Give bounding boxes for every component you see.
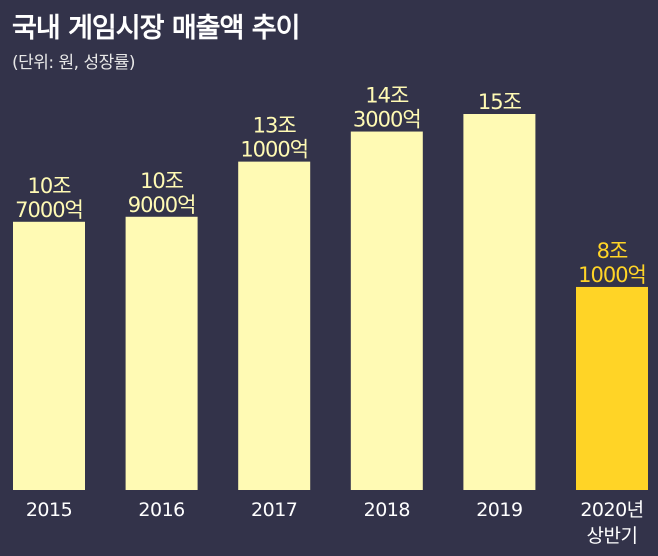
value-label-0: 10조 7000억 bbox=[15, 174, 83, 222]
x-tick-label-line: 2020년 bbox=[580, 499, 643, 521]
value-label-line: 9000억 bbox=[128, 193, 196, 217]
x-tick-label-2: 2017 bbox=[251, 499, 297, 521]
x-tick-label-line: 상반기 bbox=[587, 525, 638, 547]
bar-3 bbox=[350, 131, 423, 490]
value-label-line: 8조 bbox=[597, 239, 628, 263]
x-tick-label-line: 2016 bbox=[138, 499, 184, 521]
bar-1 bbox=[125, 216, 198, 491]
x-tick-label-line: 2017 bbox=[251, 499, 297, 521]
value-label-line: 1000억 bbox=[578, 263, 646, 287]
bar-2 bbox=[238, 161, 311, 491]
value-label-line: 15조 bbox=[478, 90, 522, 114]
value-label-2: 13조 1000억 bbox=[240, 114, 308, 162]
value-label-line: 10조 bbox=[27, 174, 71, 198]
x-tick-label-3: 2018 bbox=[364, 499, 410, 521]
bar-5 bbox=[576, 286, 648, 490]
x-tick-label-line: 2018 bbox=[364, 499, 410, 521]
chart-subtitle: (단위: 원, 성장률) bbox=[12, 53, 136, 73]
value-label-line: 1000억 bbox=[240, 138, 308, 162]
x-tick-label-0: 2015 bbox=[26, 499, 72, 521]
x-tick-label-4: 2019 bbox=[476, 499, 522, 521]
x-tick-label-line: 2019 bbox=[476, 499, 522, 521]
value-label-line: 13조 bbox=[253, 114, 297, 138]
value-label-line: 14조 bbox=[365, 84, 409, 108]
value-label-line: 3000억 bbox=[353, 108, 421, 132]
x-tick-label-line: 2015 bbox=[26, 499, 72, 521]
chart-title: 국내 게임시장 매출액 추이 bbox=[12, 13, 300, 44]
bar-0 bbox=[13, 221, 85, 490]
x-tick-label-1: 2016 bbox=[138, 499, 184, 521]
value-label-5: 8조 1000억 bbox=[578, 239, 646, 287]
value-label-line: 10조 bbox=[140, 169, 184, 193]
value-label-4: 15조 bbox=[478, 90, 522, 114]
value-label-3: 14조 3000억 bbox=[353, 84, 421, 132]
value-label-1: 10조 9000억 bbox=[128, 169, 196, 217]
bar-4 bbox=[463, 114, 536, 490]
value-label-line: 7000억 bbox=[15, 198, 83, 222]
